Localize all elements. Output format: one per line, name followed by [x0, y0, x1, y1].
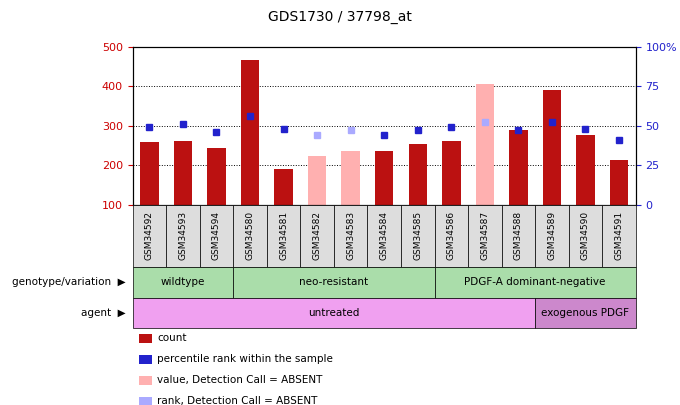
Text: untreated: untreated: [308, 308, 360, 318]
Bar: [475, 84, 494, 205]
Bar: [308, 156, 326, 205]
Text: exogenous PDGF: exogenous PDGF: [541, 308, 630, 318]
Bar: [173, 141, 192, 205]
Text: GSM34586: GSM34586: [447, 211, 456, 260]
Text: GSM34585: GSM34585: [413, 211, 422, 260]
Bar: [610, 160, 628, 205]
Text: GSM34581: GSM34581: [279, 211, 288, 260]
Text: neo-resistant: neo-resistant: [299, 277, 369, 288]
Bar: [274, 168, 293, 205]
Text: GSM34587: GSM34587: [480, 211, 490, 260]
Bar: [241, 60, 259, 205]
Text: GSM34588: GSM34588: [514, 211, 523, 260]
Bar: [341, 151, 360, 205]
Bar: [543, 90, 561, 205]
Text: GSM34592: GSM34592: [145, 211, 154, 260]
Text: agent  ▶: agent ▶: [81, 308, 126, 318]
Text: percentile rank within the sample: percentile rank within the sample: [157, 354, 333, 364]
Text: GSM34580: GSM34580: [245, 211, 254, 260]
Text: rank, Detection Call = ABSENT: rank, Detection Call = ABSENT: [157, 396, 318, 405]
Bar: [442, 141, 460, 205]
Text: GSM34584: GSM34584: [379, 211, 389, 260]
Text: GSM34593: GSM34593: [178, 211, 188, 260]
Text: count: count: [157, 333, 186, 343]
Bar: [375, 151, 394, 205]
Bar: [509, 130, 528, 205]
Bar: [409, 144, 427, 205]
Text: GSM34594: GSM34594: [212, 211, 221, 260]
Text: GSM34591: GSM34591: [615, 211, 624, 260]
Text: GSM34582: GSM34582: [313, 211, 322, 260]
Text: genotype/variation  ▶: genotype/variation ▶: [12, 277, 126, 288]
Text: PDGF-A dominant-negative: PDGF-A dominant-negative: [464, 277, 606, 288]
Text: GSM34583: GSM34583: [346, 211, 355, 260]
Text: GSM34589: GSM34589: [547, 211, 556, 260]
Text: value, Detection Call = ABSENT: value, Detection Call = ABSENT: [157, 375, 322, 385]
Text: GSM34590: GSM34590: [581, 211, 590, 260]
Bar: [576, 135, 595, 205]
Text: GDS1730 / 37798_at: GDS1730 / 37798_at: [268, 10, 412, 24]
Bar: [140, 142, 158, 205]
Bar: [207, 148, 226, 205]
Text: wildtype: wildtype: [160, 277, 205, 288]
